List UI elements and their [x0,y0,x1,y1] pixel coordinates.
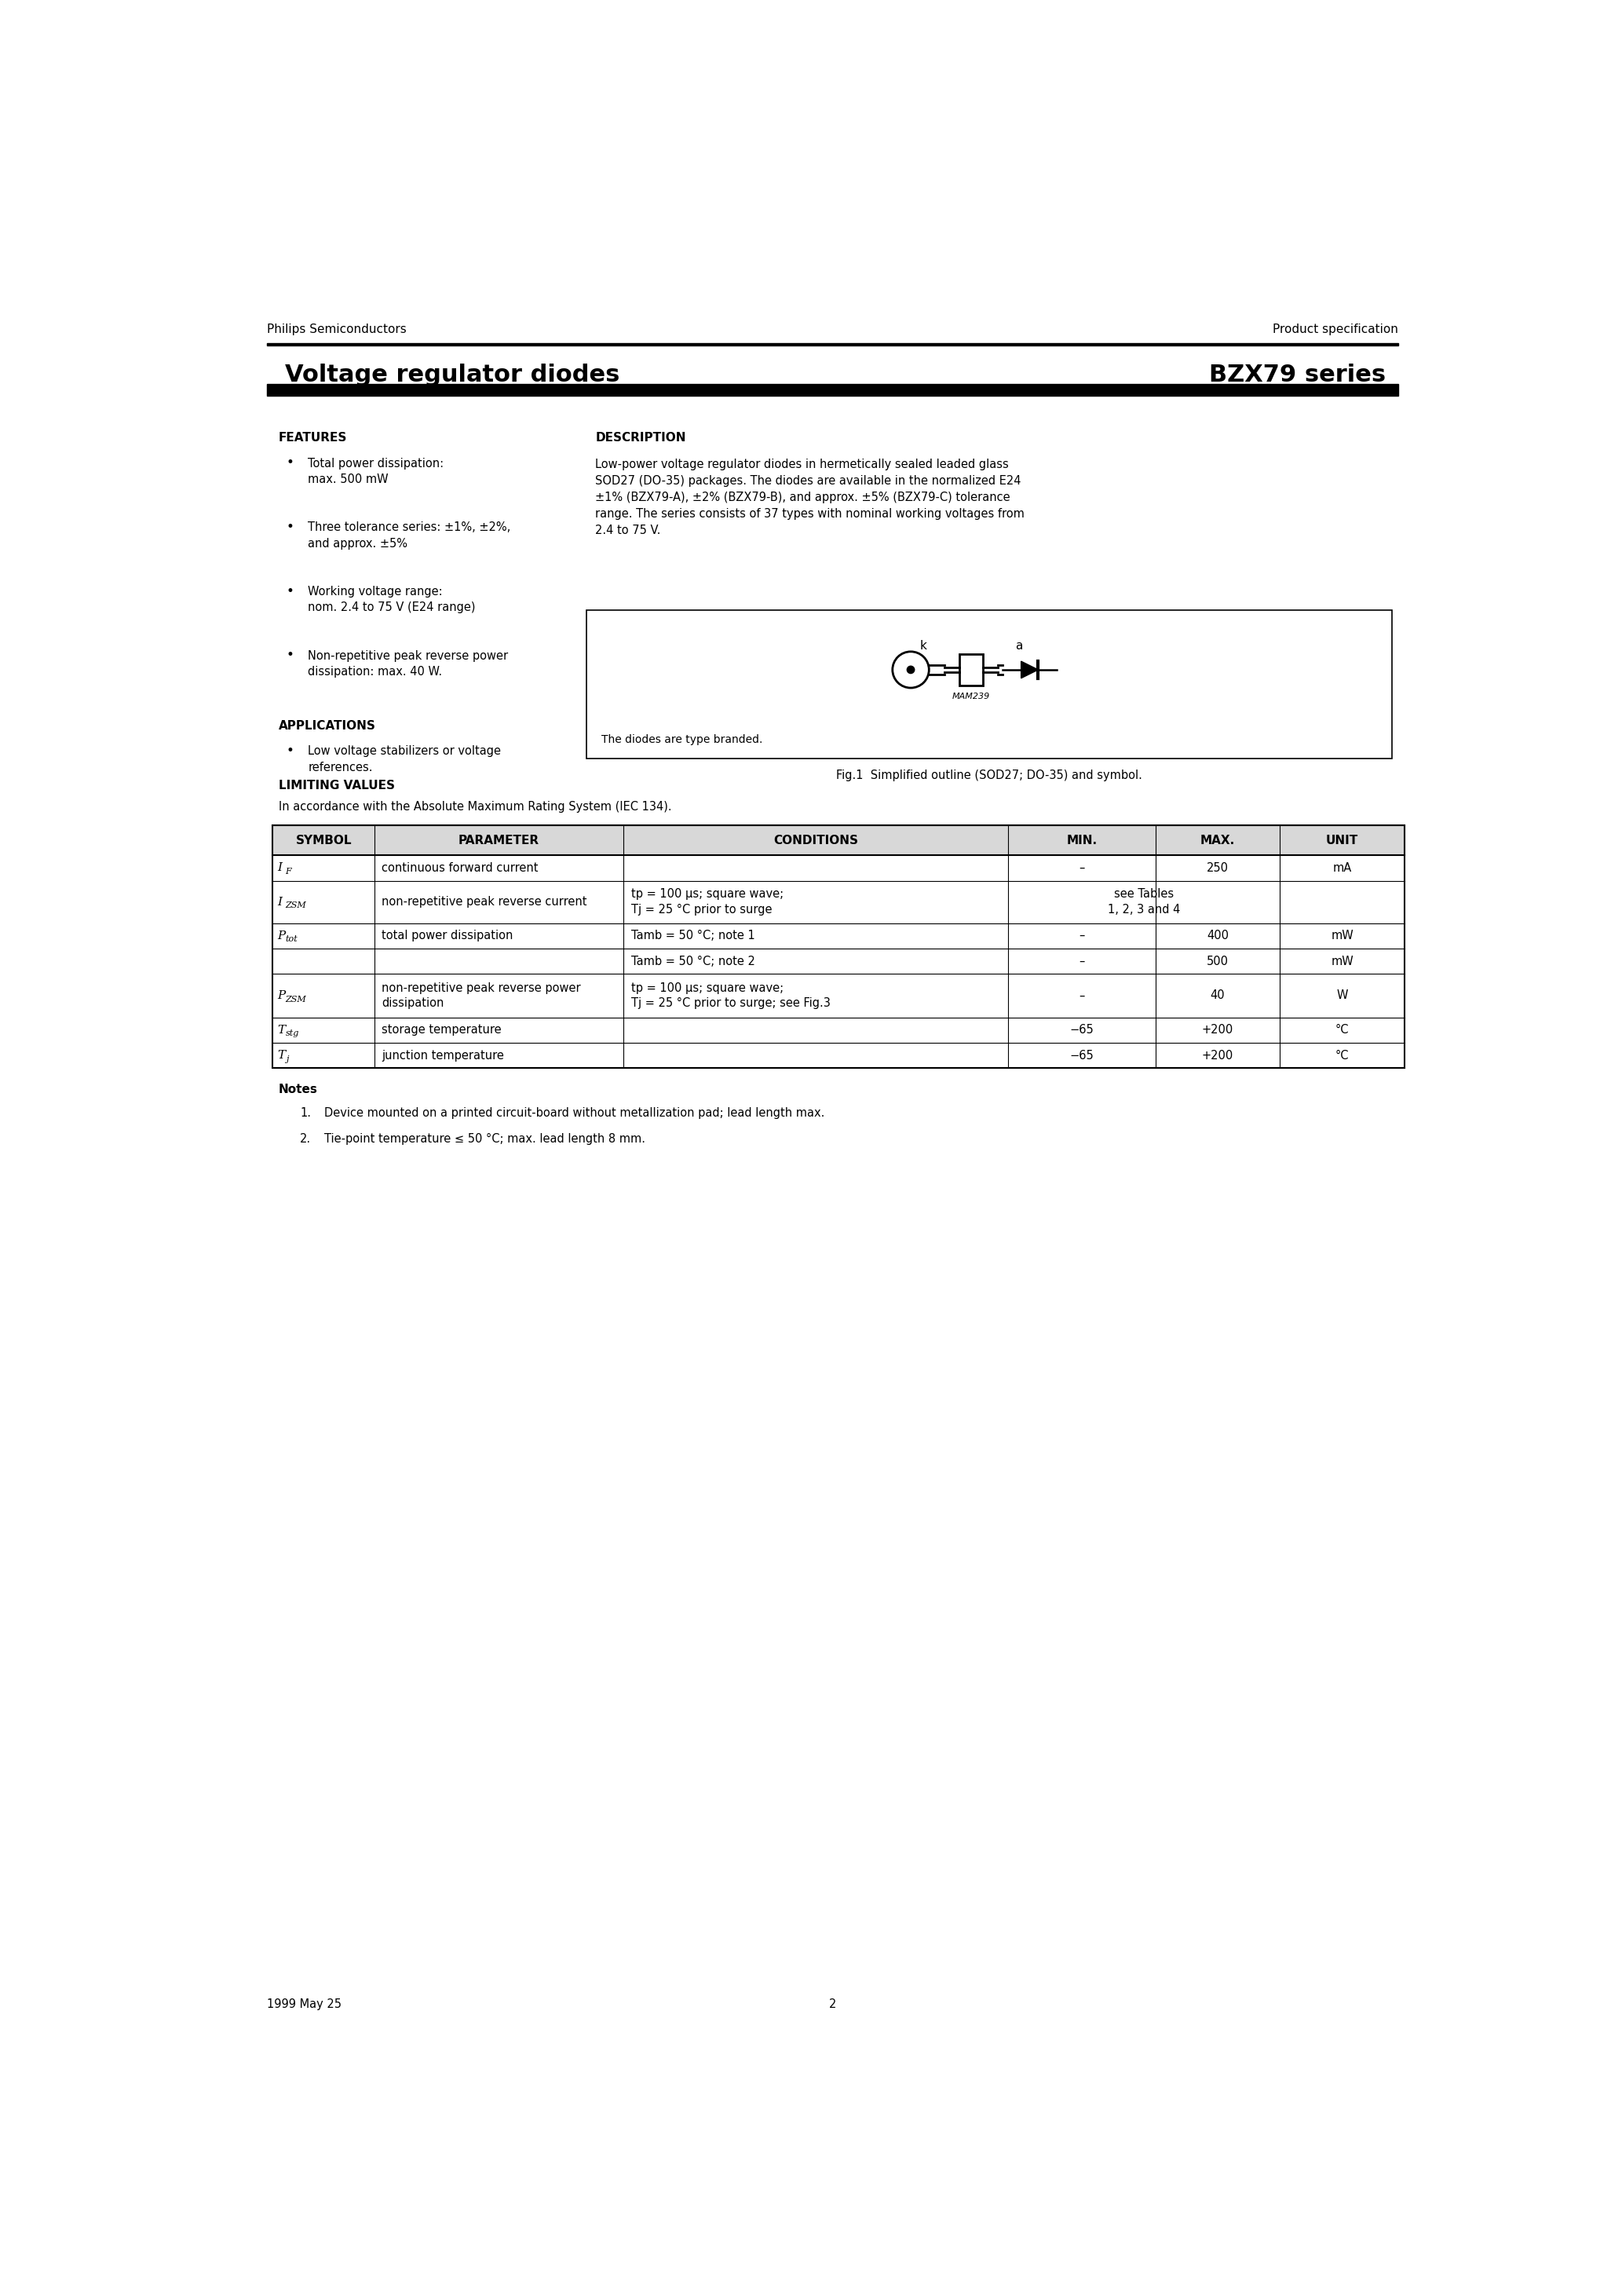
Text: 2.: 2. [300,1132,311,1146]
Text: –: – [1079,930,1085,941]
Text: 40: 40 [1210,990,1225,1001]
Text: ZSM: ZSM [285,996,307,1003]
Text: storage temperature: storage temperature [381,1024,501,1035]
Text: Product specification: Product specification [1273,324,1398,335]
Text: UNIT: UNIT [1327,833,1358,847]
Text: W: W [1337,990,1348,1001]
Text: –: – [1079,863,1085,875]
Bar [272,824,1405,1068]
Text: CONDITIONS: CONDITIONS [774,833,858,847]
Bar [586,611,1392,758]
Text: •: • [285,744,294,758]
Text: 250: 250 [1207,863,1229,875]
Text: Non-repetitive peak reverse power
dissipation: max. 40 W.: Non-repetitive peak reverse power dissip… [308,650,508,677]
Text: Philips Semiconductors: Philips Semiconductors [266,324,406,335]
Text: ZSM: ZSM [285,902,307,909]
Text: °C: °C [1335,1024,1350,1035]
Text: total power dissipation: total power dissipation [381,930,513,941]
Text: T: T [277,1024,285,1035]
Text: DESCRIPTION: DESCRIPTION [595,432,686,443]
Text: F: F [285,868,292,875]
Text: mW: mW [1332,930,1353,941]
Text: •: • [285,519,294,535]
Text: T: T [277,1049,285,1061]
Text: Working voltage range:
nom. 2.4 to 75 V (E24 range): Working voltage range: nom. 2.4 to 75 V … [308,585,475,613]
Text: a: a [1015,641,1023,652]
Polygon shape [1022,661,1038,677]
Text: SYMBOL: SYMBOL [295,833,352,847]
Text: Tamb = 50 °C; note 1: Tamb = 50 °C; note 1 [631,930,754,941]
Text: Fig.1  Simplified outline (SOD27; DO-35) and symbol.: Fig.1 Simplified outline (SOD27; DO-35) … [835,769,1142,781]
Text: BZX79 series: BZX79 series [1210,363,1387,386]
Text: Tie-point temperature ≤ 50 °C; max. lead length 8 mm.: Tie-point temperature ≤ 50 °C; max. lead… [324,1132,646,1146]
Text: Low-power voltage regulator diodes in hermetically sealed leaded glass
SOD27 (DO: Low-power voltage regulator diodes in he… [595,459,1025,537]
Circle shape [907,666,915,675]
Text: continuous forward current: continuous forward current [381,863,539,875]
Text: I: I [277,895,282,907]
Text: +200: +200 [1202,1049,1233,1061]
Text: –: – [1079,955,1085,967]
Text: –: – [1079,990,1085,1001]
Bar [272,824,1405,856]
Text: Total power dissipation:
max. 500 mW: Total power dissipation: max. 500 mW [308,457,444,484]
Text: 400: 400 [1207,930,1229,941]
Text: Notes: Notes [279,1084,318,1095]
Text: P: P [277,930,285,941]
Text: In accordance with the Absolute Maximum Rating System (IEC 134).: In accordance with the Absolute Maximum … [279,801,672,813]
Text: •: • [285,647,294,661]
Text: non-repetitive peak reverse current: non-repetitive peak reverse current [381,895,587,907]
Text: tp = 100 μs; square wave;
Tj = 25 °C prior to surge; see Fig.3: tp = 100 μs; square wave; Tj = 25 °C pri… [631,983,830,1010]
Text: +200: +200 [1202,1024,1233,1035]
Text: 1.: 1. [300,1107,311,1118]
Bar [266,342,1398,347]
Text: The diodes are type branded.: The diodes are type branded. [602,735,762,746]
Text: tp = 100 μs; square wave;
Tj = 25 °C prior to surge: tp = 100 μs; square wave; Tj = 25 °C pri… [631,889,783,916]
Text: •: • [285,583,294,597]
Text: j: j [285,1056,289,1063]
Text: Three tolerance series: ±1%, ±2%,
and approx. ±5%: Three tolerance series: ±1%, ±2%, and ap… [308,521,511,549]
Text: −65: −65 [1071,1049,1093,1061]
Bar [960,654,983,687]
Text: non-repetitive peak reverse power
dissipation: non-repetitive peak reverse power dissip… [381,983,581,1010]
Text: Voltage regulator diodes: Voltage regulator diodes [285,363,620,386]
Text: P: P [277,990,285,1001]
Text: I: I [277,863,282,872]
Text: 1999 May 25: 1999 May 25 [266,1998,341,2011]
Text: mW: mW [1332,955,1353,967]
Text: Device mounted on a printed circuit-board without metallization pad; lead length: Device mounted on a printed circuit-boar… [324,1107,826,1118]
Text: LIMITING VALUES: LIMITING VALUES [279,781,396,792]
Text: MAM239: MAM239 [952,693,989,700]
Text: mA: mA [1333,863,1351,875]
Text: k: k [920,641,926,652]
Text: −65: −65 [1071,1024,1093,1035]
Text: PARAMETER: PARAMETER [459,833,540,847]
Text: Low voltage stabilizers or voltage
references.: Low voltage stabilizers or voltage refer… [308,746,501,774]
Text: stg: stg [285,1031,298,1038]
Text: junction temperature: junction temperature [381,1049,504,1061]
Text: FEATURES: FEATURES [279,432,347,443]
Text: 500: 500 [1207,955,1229,967]
Bar [266,383,1398,395]
Text: see Tables
1, 2, 3 and 4: see Tables 1, 2, 3 and 4 [1108,889,1181,916]
Text: °C: °C [1335,1049,1350,1061]
Text: 2: 2 [829,1998,837,2011]
Text: Tamb = 50 °C; note 2: Tamb = 50 °C; note 2 [631,955,754,967]
Text: MAX.: MAX. [1200,833,1234,847]
Text: APPLICATIONS: APPLICATIONS [279,721,376,732]
Text: MIN.: MIN. [1067,833,1096,847]
Text: tot: tot [285,934,298,944]
Text: •: • [285,455,294,471]
